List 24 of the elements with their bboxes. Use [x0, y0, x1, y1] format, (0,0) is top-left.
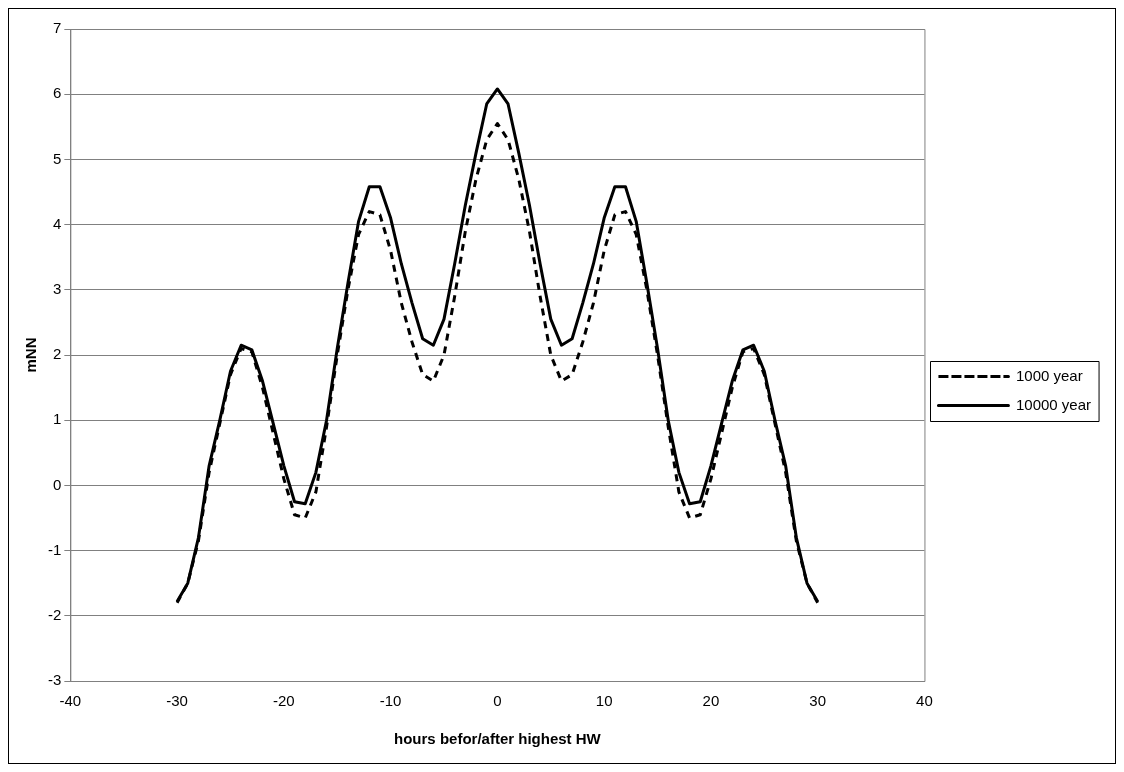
y-tick-label: -2 — [47, 605, 62, 623]
y-tick-label: 0 — [52, 475, 62, 493]
x-tick-label: -10 — [379, 692, 402, 710]
x-tick-label: 20 — [702, 692, 720, 710]
y-tick-label: 3 — [52, 279, 62, 297]
y-axis-title: mNN — [22, 337, 40, 373]
x-tick-label: -40 — [59, 692, 82, 710]
y-tick-label: 1 — [52, 410, 62, 428]
legend-label: 1000 year — [1015, 366, 1083, 384]
y-tick-label: 5 — [52, 149, 62, 167]
x-axis-title: hours befor/after highest HW — [394, 730, 602, 748]
x-tick-label: 0 — [493, 692, 502, 710]
x-tick-label: 40 — [916, 692, 933, 710]
x-tick-label: -30 — [166, 692, 188, 710]
x-tick-label: -20 — [273, 692, 295, 710]
y-tick-label: 4 — [52, 214, 62, 232]
x-tick-label: 10 — [595, 692, 613, 710]
y-tick-label: 2 — [52, 345, 62, 363]
x-tick-label: 30 — [809, 692, 827, 710]
y-tick-label: -3 — [47, 671, 62, 689]
legend-label: 10000 year — [1015, 395, 1091, 413]
y-tick-label: 6 — [52, 84, 62, 102]
y-tick-label: 7 — [52, 19, 62, 37]
y-tick-label: -1 — [47, 540, 62, 558]
